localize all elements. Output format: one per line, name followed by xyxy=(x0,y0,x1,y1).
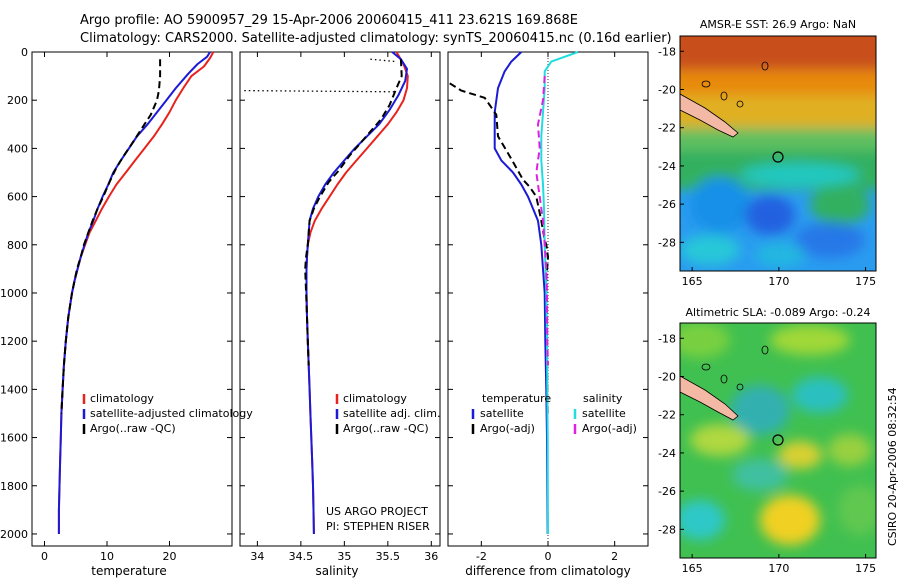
map-y-tick-label: -22 xyxy=(658,409,676,422)
map-y-tick-label: -20 xyxy=(658,83,676,96)
new-caledonia-coast xyxy=(680,93,739,138)
temperature-xlabel: temperature xyxy=(91,564,166,578)
island-outline xyxy=(720,91,728,101)
sst-map-title: AMSR-E SST: 26.9 Argo: NaN xyxy=(700,18,856,31)
legend-label: Argo(-adj) xyxy=(582,422,637,435)
panel-salinity: 34 34.5 35 35.5 36 climatology satellite adj. … xyxy=(240,51,440,563)
salinity-xlabel: salinity xyxy=(315,564,358,578)
map-y-tick-label: -18 xyxy=(658,332,676,345)
x-tick-label: 0 xyxy=(545,550,552,563)
sla-map xyxy=(680,323,876,558)
y-tick-label: 1600 xyxy=(0,432,28,445)
x-tick-label: -2 xyxy=(476,550,487,563)
map-x-tick-label: 170 xyxy=(768,562,789,575)
y-tick-label: 600 xyxy=(7,191,28,204)
series-line-3 xyxy=(535,76,549,366)
legend-label: satellite xyxy=(582,407,626,420)
map-y-tick-label: -22 xyxy=(658,122,676,135)
map-x-tick-label: 170 xyxy=(768,275,789,288)
argo-location-marker xyxy=(772,434,784,446)
x-tick-label: 35 xyxy=(337,550,351,563)
x-tick-label: 36 xyxy=(424,550,438,563)
map-y-tick-label: -24 xyxy=(658,160,676,173)
island-outline xyxy=(736,100,744,108)
map-x-tick-label: 175 xyxy=(855,562,876,575)
x-tick-label: 10 xyxy=(100,550,114,563)
map-y-tick-label: -28 xyxy=(658,236,676,249)
y-tick-label: 1400 xyxy=(0,383,28,396)
sla-map-title: Altimetric SLA: -0.089 Argo: -0.24 xyxy=(686,306,871,319)
profile-panels: 0 10 2002004006008001000120014001600180020… xyxy=(0,46,648,563)
header-line-1: Argo profile: AO 5900957_29 15-Apr-2006 … xyxy=(80,13,578,28)
map-x-tick-label: 165 xyxy=(682,275,703,288)
map-x-tick-label: 175 xyxy=(855,275,876,288)
island-outline xyxy=(736,383,744,391)
sst-map-frame xyxy=(679,35,877,272)
y-tick-label: 800 xyxy=(7,239,28,252)
legend-label: Argo(-adj) xyxy=(480,422,535,435)
panel-difference-from-climatology: -2 0 2 temperature salinity satellite Argo(-ad… xyxy=(448,51,648,563)
map-y-tick-label: -24 xyxy=(658,447,676,460)
island-outline xyxy=(701,363,711,371)
legend-label: climatology xyxy=(343,392,407,405)
y-tick-label: 400 xyxy=(7,142,28,155)
series-line-1 xyxy=(57,51,211,534)
map-y-tick-label: -26 xyxy=(658,198,676,211)
island-outline xyxy=(720,374,728,384)
island-outline xyxy=(761,61,769,71)
x-tick-label: 34.5 xyxy=(289,550,314,563)
y-tick-label: 1000 xyxy=(0,287,28,300)
x-tick-label: 34 xyxy=(250,550,264,563)
x-tick-label: 20 xyxy=(163,550,177,563)
legend-title-salinity: salinity xyxy=(583,392,623,405)
map-x-tick-label: 165 xyxy=(682,562,703,575)
island-outline xyxy=(761,345,769,355)
new-caledonia-coast xyxy=(680,375,739,421)
sla-map-frame xyxy=(679,322,877,559)
legend-title-temperature: temperature xyxy=(482,392,551,405)
sst-map xyxy=(680,36,876,271)
map-axes: 165 170 175 -18 -20 -22 -24 -26 -28 165 170 175 -18 -… xyxy=(658,45,876,575)
series-line-2 xyxy=(304,59,403,366)
header-line-2: Climatology: CARS2000. Satellite-adjuste… xyxy=(80,31,672,46)
legend-label: climatology xyxy=(90,392,154,405)
temperature-panel-frame xyxy=(31,51,233,547)
y-tick-label: 1800 xyxy=(0,480,28,493)
x-tick-label: 2 xyxy=(611,550,618,563)
y-tick-label: 1200 xyxy=(0,335,28,348)
difference-xlabel: difference from climatology xyxy=(465,564,631,578)
y-tick-label: 200 xyxy=(7,94,28,107)
map-y-tick-label: -26 xyxy=(658,485,676,498)
csiro-timestamp: CSIRO 20-Apr-2006 08:32:54 xyxy=(886,387,899,546)
legend-label: satellite adj. clim. xyxy=(343,407,440,420)
series-line-1 xyxy=(449,82,549,414)
y-tick-label: 2000 xyxy=(0,528,28,541)
series-line-0 xyxy=(493,51,549,535)
y-tick-label: 0 xyxy=(21,46,28,59)
map-y-tick-label: -18 xyxy=(658,45,676,58)
salinity-panel-frame xyxy=(239,51,441,547)
project-annotation: US ARGO PROJECT xyxy=(326,505,428,518)
legend-label: satellite xyxy=(480,407,524,420)
argo-location-marker xyxy=(772,151,784,163)
sla-field xyxy=(680,323,876,545)
island-outline xyxy=(701,80,711,88)
series-line-2 xyxy=(60,59,162,414)
series-line-3 xyxy=(244,89,397,93)
map-y-tick-label: -28 xyxy=(658,523,676,536)
sst-field xyxy=(680,36,876,267)
panel-temperature: 0 10 2002004006008001000120014001600180020… xyxy=(0,46,253,563)
x-tick-label: 35.5 xyxy=(376,550,401,563)
x-tick-label: 0 xyxy=(41,550,48,563)
legend-label: satellite-adjusted climatology xyxy=(90,407,253,420)
pi-annotation: PI: STEPHEN RISER xyxy=(326,520,430,533)
legend-label: Argo(..raw -QC) xyxy=(343,422,429,435)
legend-label: Argo(..raw -QC) xyxy=(90,422,176,435)
map-y-tick-label: -20 xyxy=(658,370,676,383)
